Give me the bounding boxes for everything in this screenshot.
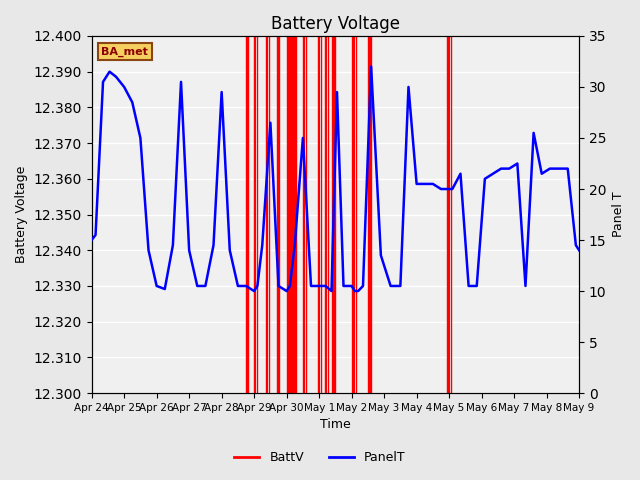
Bar [246, 36, 248, 393]
Bar [448, 36, 450, 393]
Legend: BattV, PanelT: BattV, PanelT [229, 446, 411, 469]
Bar [255, 36, 256, 393]
Bar [266, 36, 268, 393]
X-axis label: Time: Time [320, 419, 351, 432]
Bar [333, 36, 335, 393]
Text: BA_met: BA_met [101, 47, 148, 57]
Bar [353, 36, 355, 393]
Bar [369, 36, 371, 393]
Bar [277, 36, 279, 393]
Bar [318, 36, 320, 393]
Y-axis label: Panel T: Panel T [612, 192, 625, 237]
Bar [303, 36, 305, 393]
Bar [326, 36, 327, 393]
Bar [287, 36, 296, 393]
Y-axis label: Battery Voltage: Battery Voltage [15, 166, 28, 263]
Title: Battery Voltage: Battery Voltage [271, 15, 400, 33]
